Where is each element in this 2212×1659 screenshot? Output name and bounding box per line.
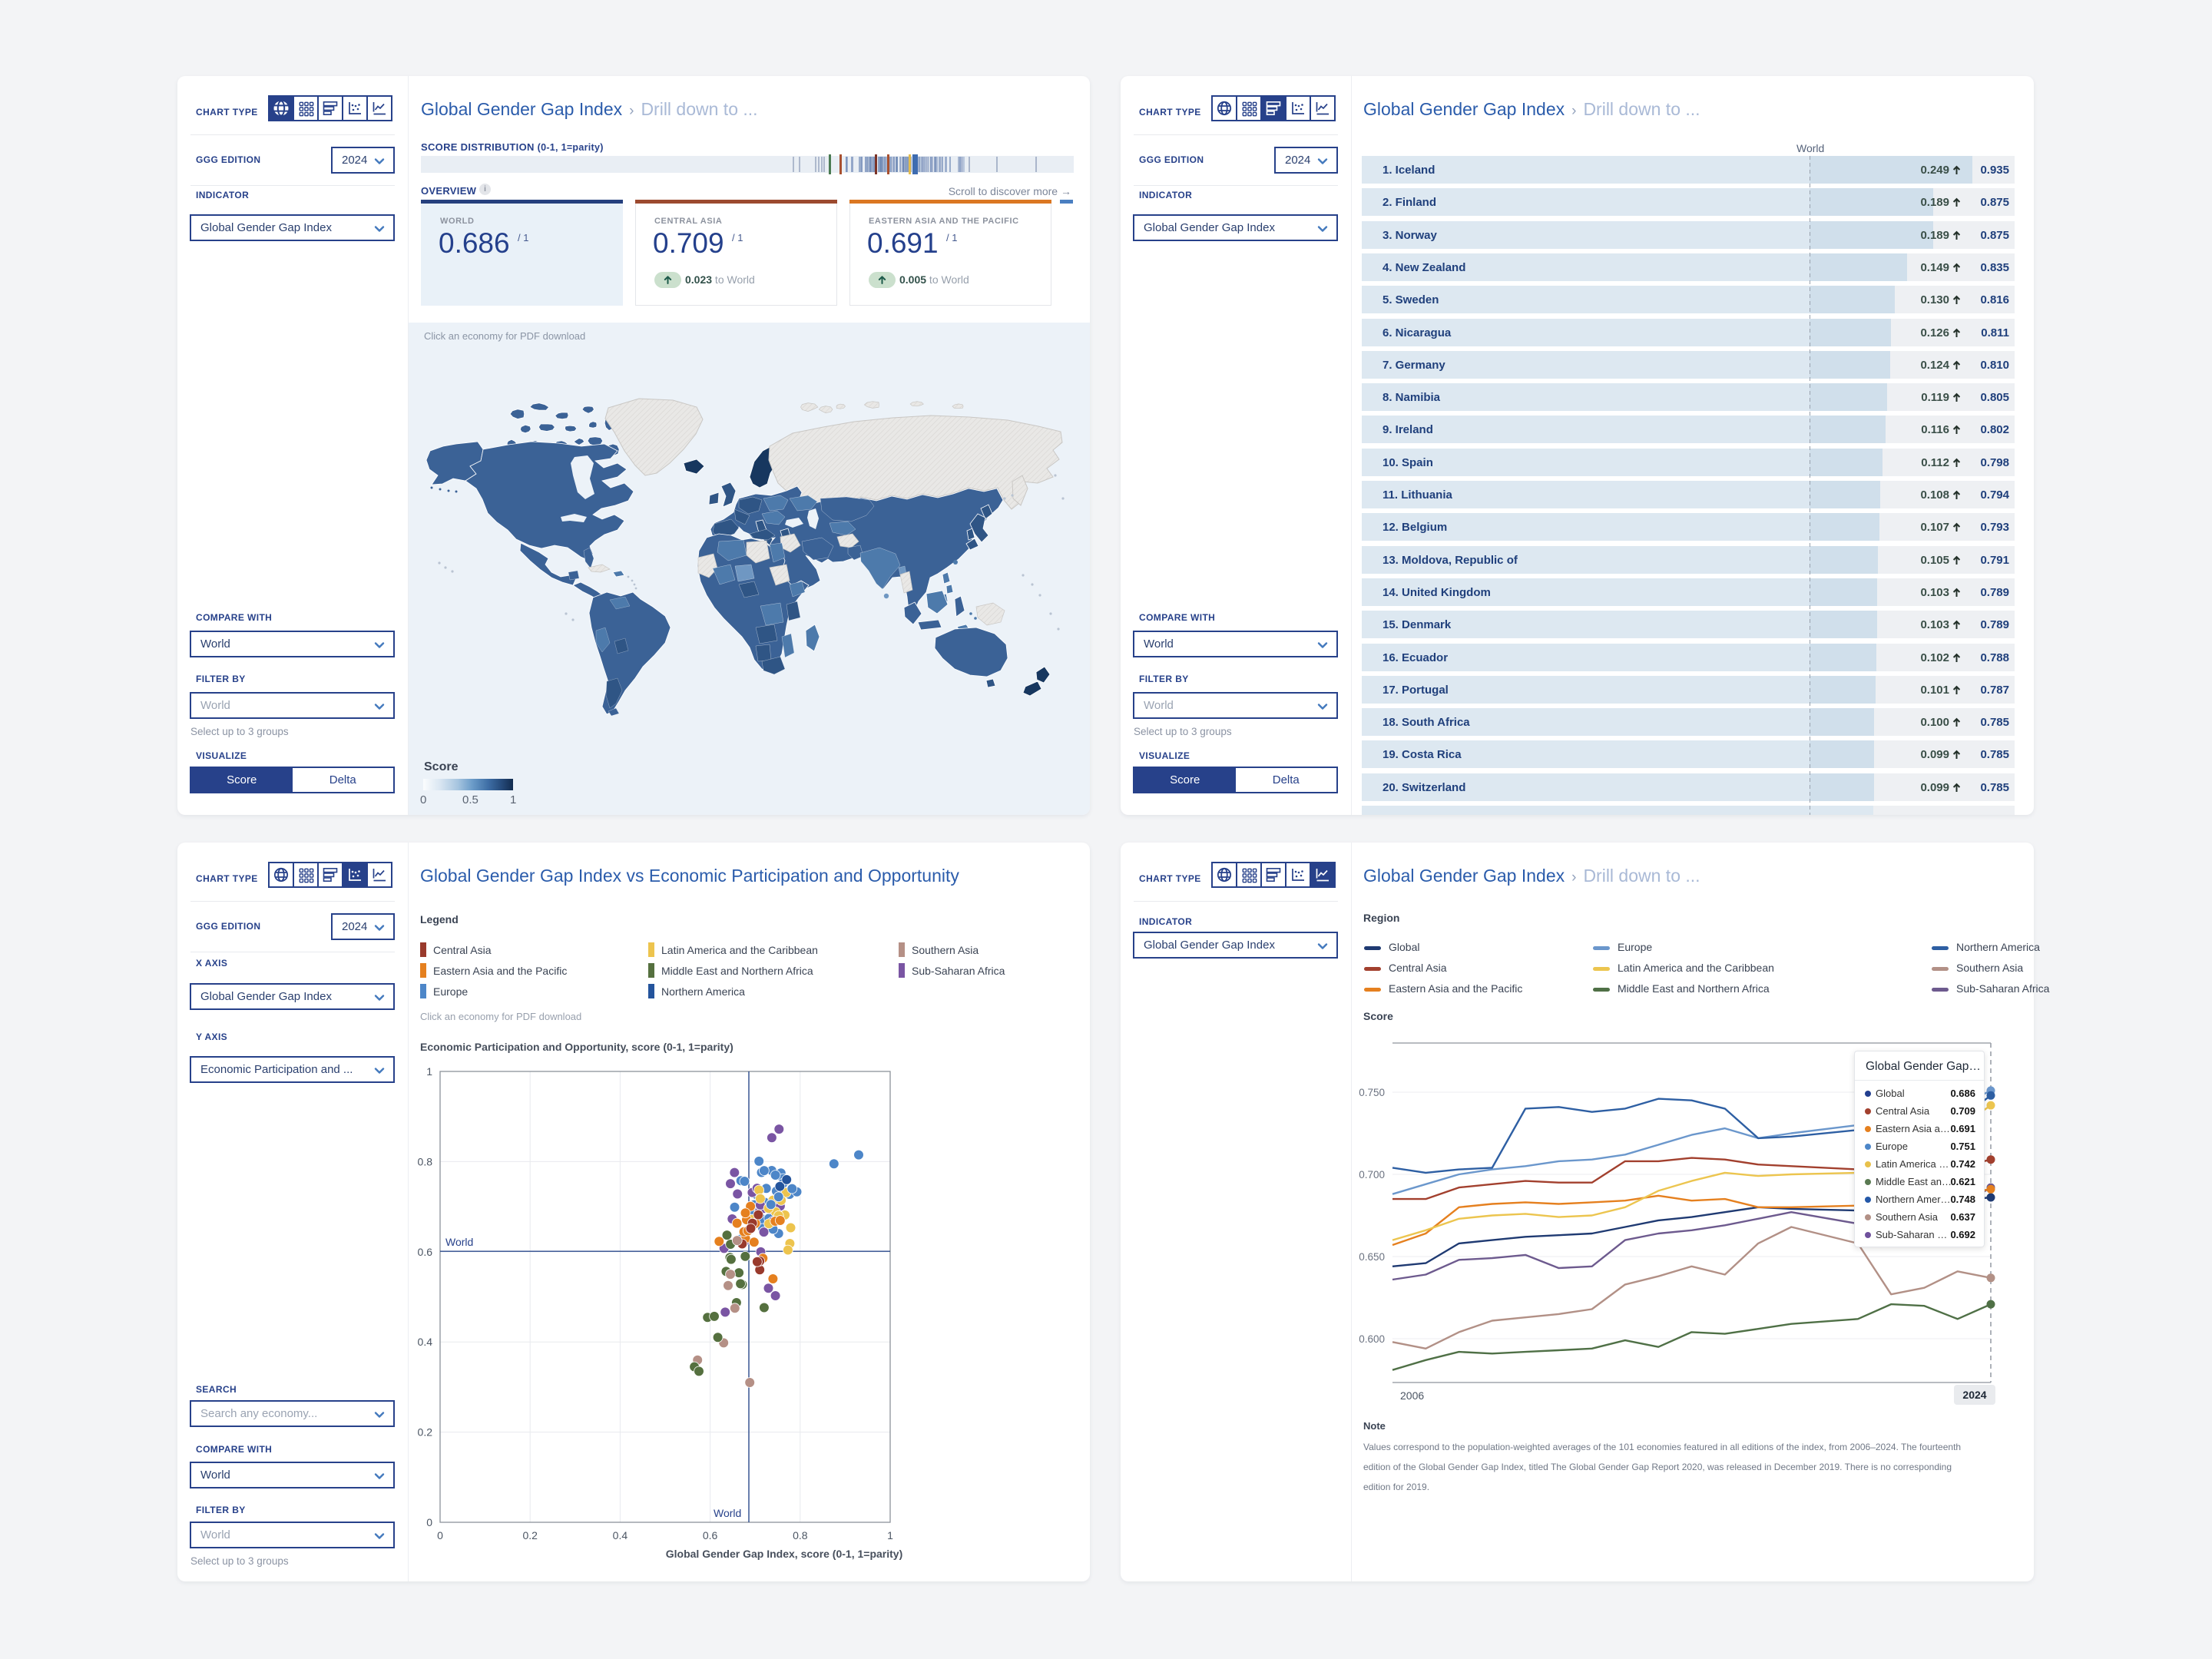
svg-text:2006: 2006 bbox=[1400, 1389, 1424, 1402]
svg-text:0.8: 0.8 bbox=[793, 1529, 808, 1541]
svg-text:0.750: 0.750 bbox=[1359, 1087, 1385, 1098]
svg-text:World: World bbox=[714, 1507, 741, 1519]
svg-text:World: World bbox=[445, 1236, 473, 1248]
svg-text:0.4: 0.4 bbox=[418, 1336, 433, 1348]
svg-text:0.700: 0.700 bbox=[1359, 1169, 1385, 1181]
svg-text:0: 0 bbox=[437, 1529, 443, 1541]
svg-text:0.2: 0.2 bbox=[418, 1426, 433, 1439]
svg-text:0.650: 0.650 bbox=[1359, 1251, 1385, 1263]
svg-text:0: 0 bbox=[426, 1516, 432, 1528]
svg-text:1: 1 bbox=[426, 1065, 432, 1078]
svg-text:0.6: 0.6 bbox=[418, 1246, 433, 1258]
svg-text:0.600: 0.600 bbox=[1359, 1333, 1385, 1345]
svg-text:0.2: 0.2 bbox=[522, 1529, 538, 1541]
svg-text:1: 1 bbox=[887, 1529, 893, 1541]
svg-text:2024: 2024 bbox=[1962, 1389, 1986, 1401]
svg-text:0.8: 0.8 bbox=[418, 1155, 433, 1167]
svg-text:0.4: 0.4 bbox=[613, 1529, 628, 1541]
svg-text:0.6: 0.6 bbox=[703, 1529, 718, 1541]
